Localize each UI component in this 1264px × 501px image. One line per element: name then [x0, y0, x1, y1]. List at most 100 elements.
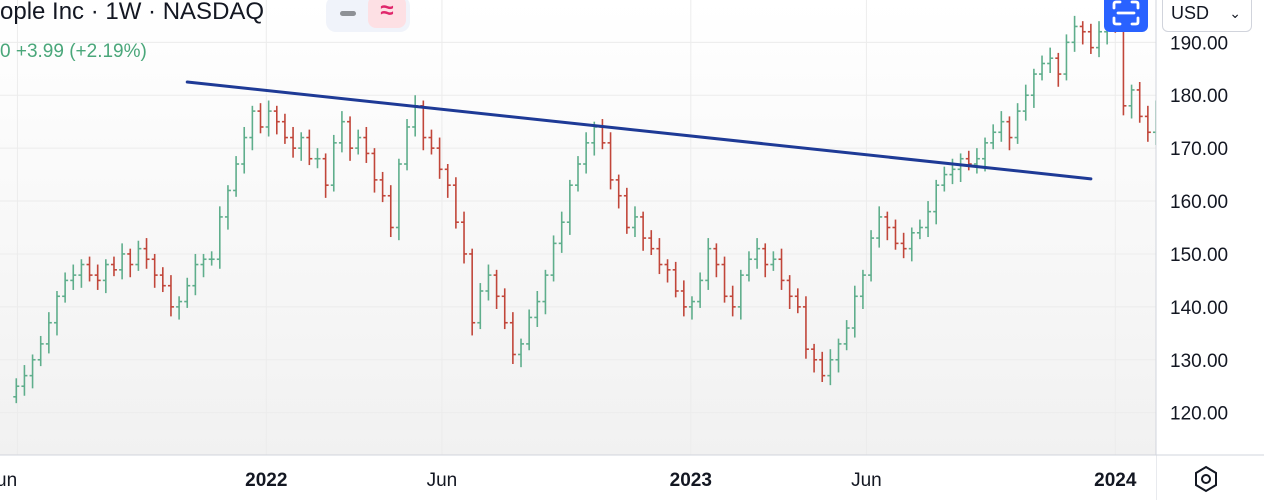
ohlc-bar	[395, 158, 402, 241]
price-change: 0 +3.99 (+2.19%)	[0, 41, 147, 62]
ohlc-bar	[241, 126, 248, 174]
ohlc-bar	[558, 211, 565, 253]
ohlc-bar	[1022, 84, 1029, 121]
ohlc-bar	[973, 148, 980, 174]
fullscreen-button[interactable]	[1104, 0, 1148, 32]
ohlc-bar	[444, 164, 451, 198]
chevron-down-icon: ⌄	[1229, 5, 1241, 21]
ohlc-bar	[550, 235, 557, 282]
fullscreen-icon	[1112, 0, 1140, 26]
ohlc-bar	[200, 253, 207, 278]
ohlc-bar	[526, 309, 533, 351]
currency-select[interactable]: USD ⌄	[1162, 0, 1252, 32]
ohlc-bar	[607, 132, 614, 190]
ohlc-bar	[21, 365, 28, 396]
ohlc-bar	[1079, 21, 1086, 45]
ohlc-bar	[13, 378, 20, 404]
ohlc-bar	[290, 126, 297, 158]
ohlc-bar	[306, 129, 313, 166]
ohlc-bar	[656, 238, 663, 275]
ohlc-bar	[623, 187, 630, 234]
ohlc-bar	[273, 105, 280, 135]
ohlc-bar	[892, 219, 899, 250]
ohlc-bar	[257, 103, 264, 134]
ohlc-bar	[575, 156, 581, 192]
ohlc-bar	[53, 290, 60, 336]
ohlc-bar	[1030, 68, 1037, 108]
ohlc-bar	[347, 116, 354, 161]
ohlc-bar	[224, 185, 231, 230]
ohlc-bar	[680, 280, 687, 317]
minus-icon[interactable]	[340, 11, 356, 16]
ohlc-bar	[86, 256, 93, 282]
ohlc-bar	[216, 206, 223, 269]
ohlc-bar	[151, 253, 158, 288]
plot-background	[0, 0, 1156, 455]
ohlc-bar	[322, 153, 329, 198]
ohlc-bar	[754, 238, 761, 269]
ohlc-bar	[461, 211, 468, 264]
ohlc-bar	[78, 259, 85, 288]
ohlc-bar	[688, 296, 695, 320]
ohlc-bar	[835, 338, 842, 373]
ohlc-bar	[876, 206, 883, 248]
ohlc-bar	[330, 134, 337, 192]
ohlc-bar	[265, 100, 272, 137]
trendline[interactable]	[185, 80, 1093, 181]
ohlc-bar	[110, 256, 117, 277]
ohlc-bar	[819, 351, 826, 382]
ohlc-bar	[485, 264, 492, 301]
header-button-group: ≈	[326, 0, 410, 32]
time-axis[interactable]: un 2022 Jun 2023 Jun 2024	[0, 454, 1264, 500]
price-tick-label: 140.00	[1170, 298, 1228, 319]
ohlc-bar	[477, 283, 484, 330]
ohlc-bar	[518, 338, 525, 368]
ohlc-bar	[37, 335, 44, 367]
approx-icon[interactable]: ≈	[368, 0, 406, 28]
ohlc-bar	[542, 269, 549, 315]
ohlc-bar	[990, 124, 997, 150]
price-tick-label: 190.00	[1170, 33, 1228, 54]
chart-settings-button[interactable]	[1190, 462, 1222, 496]
ohlc-bar	[404, 119, 411, 171]
ohlc-bar	[941, 166, 948, 192]
price-tick-label: 160.00	[1170, 192, 1228, 213]
ohlc-bar	[501, 288, 508, 330]
ohlc-bar	[778, 248, 785, 290]
ohlc-bar	[884, 211, 891, 241]
ohlc-bar	[1136, 82, 1143, 123]
time-tick-label: un	[0, 470, 17, 491]
price-tick-label: 180.00	[1170, 86, 1228, 107]
ohlc-bar	[900, 232, 907, 259]
price-axis[interactable]: 120.00 130.00 140.00 150.00 160.00 170.00 180.…	[1155, 0, 1264, 500]
ohlc-bar	[493, 269, 500, 309]
ohlc-bar	[127, 248, 134, 278]
resistance-trendline[interactable]	[185, 80, 1093, 181]
currency-value: USD	[1171, 3, 1210, 23]
ohlc-bar	[859, 269, 866, 309]
hexagon-settings-icon	[1195, 465, 1217, 493]
ohlc-bar	[135, 240, 142, 271]
ohlc-bar	[957, 153, 964, 182]
time-axis-bg	[0, 455, 1156, 500]
ohlc-bar	[184, 277, 191, 308]
ohlc-bar	[851, 285, 858, 338]
ohlc-bar	[363, 126, 370, 163]
ohlc-bar	[29, 354, 36, 389]
ohlc-bar	[1144, 105, 1151, 142]
ohlc-bar	[811, 343, 818, 373]
time-tick-label: 2024	[1094, 470, 1137, 491]
ohlc-bar	[281, 113, 288, 144]
ohlc-bar	[827, 349, 834, 386]
ohlc-bar	[1071, 15, 1078, 52]
ohlc-bar	[737, 269, 744, 320]
ohlc-bar	[843, 320, 850, 351]
ohlc-bar	[167, 275, 174, 317]
ohlc-bar	[640, 211, 647, 251]
ohlc-bar	[249, 105, 256, 151]
symbol-title: ople Inc · 1W · NASDAQ	[0, 0, 265, 25]
ohlc-bar	[509, 312, 516, 364]
ohlc-bar	[1014, 103, 1021, 144]
ohlc-bar	[534, 290, 541, 327]
